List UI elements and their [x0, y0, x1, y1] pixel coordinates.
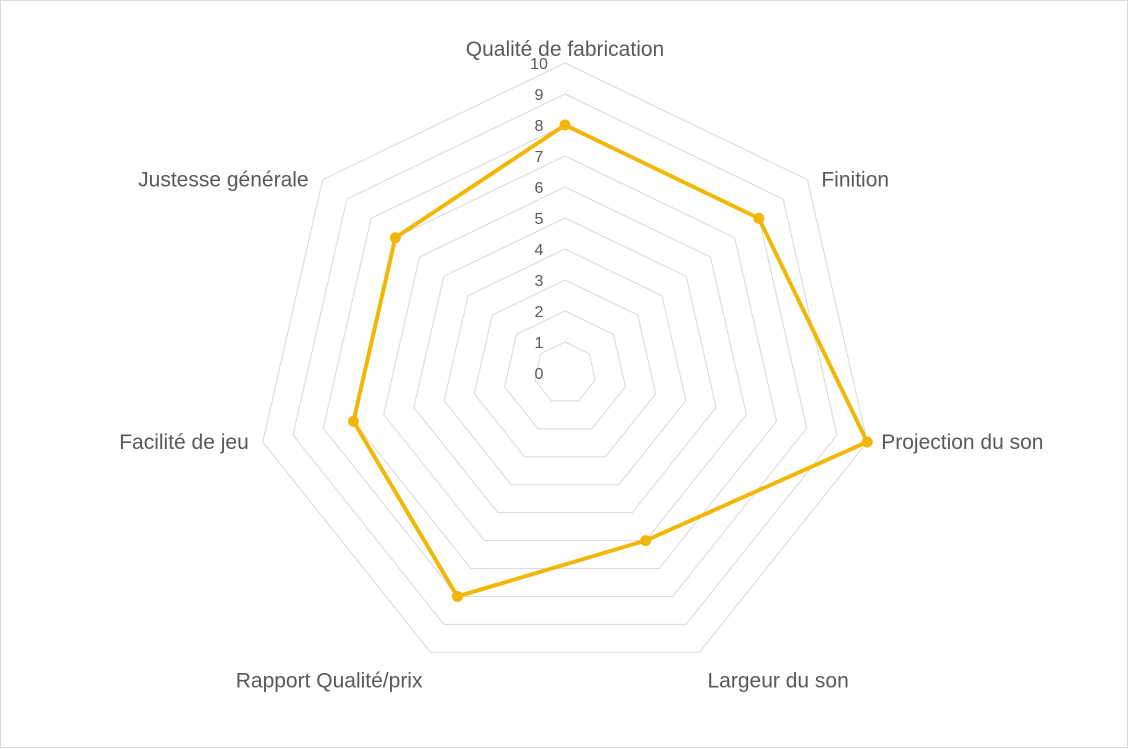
grid-layer	[262, 62, 868, 653]
grid-ring-8	[322, 124, 808, 597]
grid-ring-4	[443, 248, 687, 486]
tick-label: 2	[535, 304, 544, 321]
tick-label: 1	[535, 335, 544, 352]
category-label: Finition	[821, 169, 889, 192]
tick-label: 0	[535, 366, 544, 383]
data-point	[451, 590, 463, 602]
grid-ring-2	[504, 310, 626, 430]
tick-label: 9	[535, 87, 544, 104]
data-point	[861, 436, 873, 448]
series-layer	[347, 119, 873, 602]
category-label: Justesse générale	[138, 169, 308, 192]
grid-ring-9	[292, 93, 838, 625]
grid-ring-1	[534, 341, 596, 402]
tick-label: 4	[535, 242, 544, 259]
data-point	[559, 119, 571, 131]
tick-label: 8	[535, 118, 544, 135]
data-point	[347, 415, 359, 427]
category-label: Qualité de fabrication	[466, 38, 664, 61]
tick-label: 5	[535, 211, 544, 228]
category-label: Facilité de jeu	[119, 431, 249, 454]
grid-ring-5	[413, 217, 717, 514]
category-label: Projection du son	[881, 431, 1043, 454]
grid-ring-3	[473, 279, 657, 458]
tick-labels: 0 1 2 3 4 5 6 7 8 9 10	[530, 56, 548, 383]
data-point	[753, 212, 765, 224]
series-line	[351, 123, 870, 599]
category-label: Rapport Qualité/prix	[236, 669, 423, 692]
category-labels: Qualité de fabrication Finition Projection…	[119, 38, 1043, 692]
tick-label: 3	[535, 273, 544, 290]
category-label: Largeur du son	[708, 669, 849, 692]
tick-label: 10	[530, 56, 548, 73]
grid-ring-10	[262, 62, 868, 653]
grid-ring-6	[383, 186, 747, 542]
data-point	[640, 535, 652, 547]
tick-label: 7	[535, 149, 544, 166]
data-point	[389, 232, 401, 244]
tick-label: 6	[535, 180, 544, 197]
